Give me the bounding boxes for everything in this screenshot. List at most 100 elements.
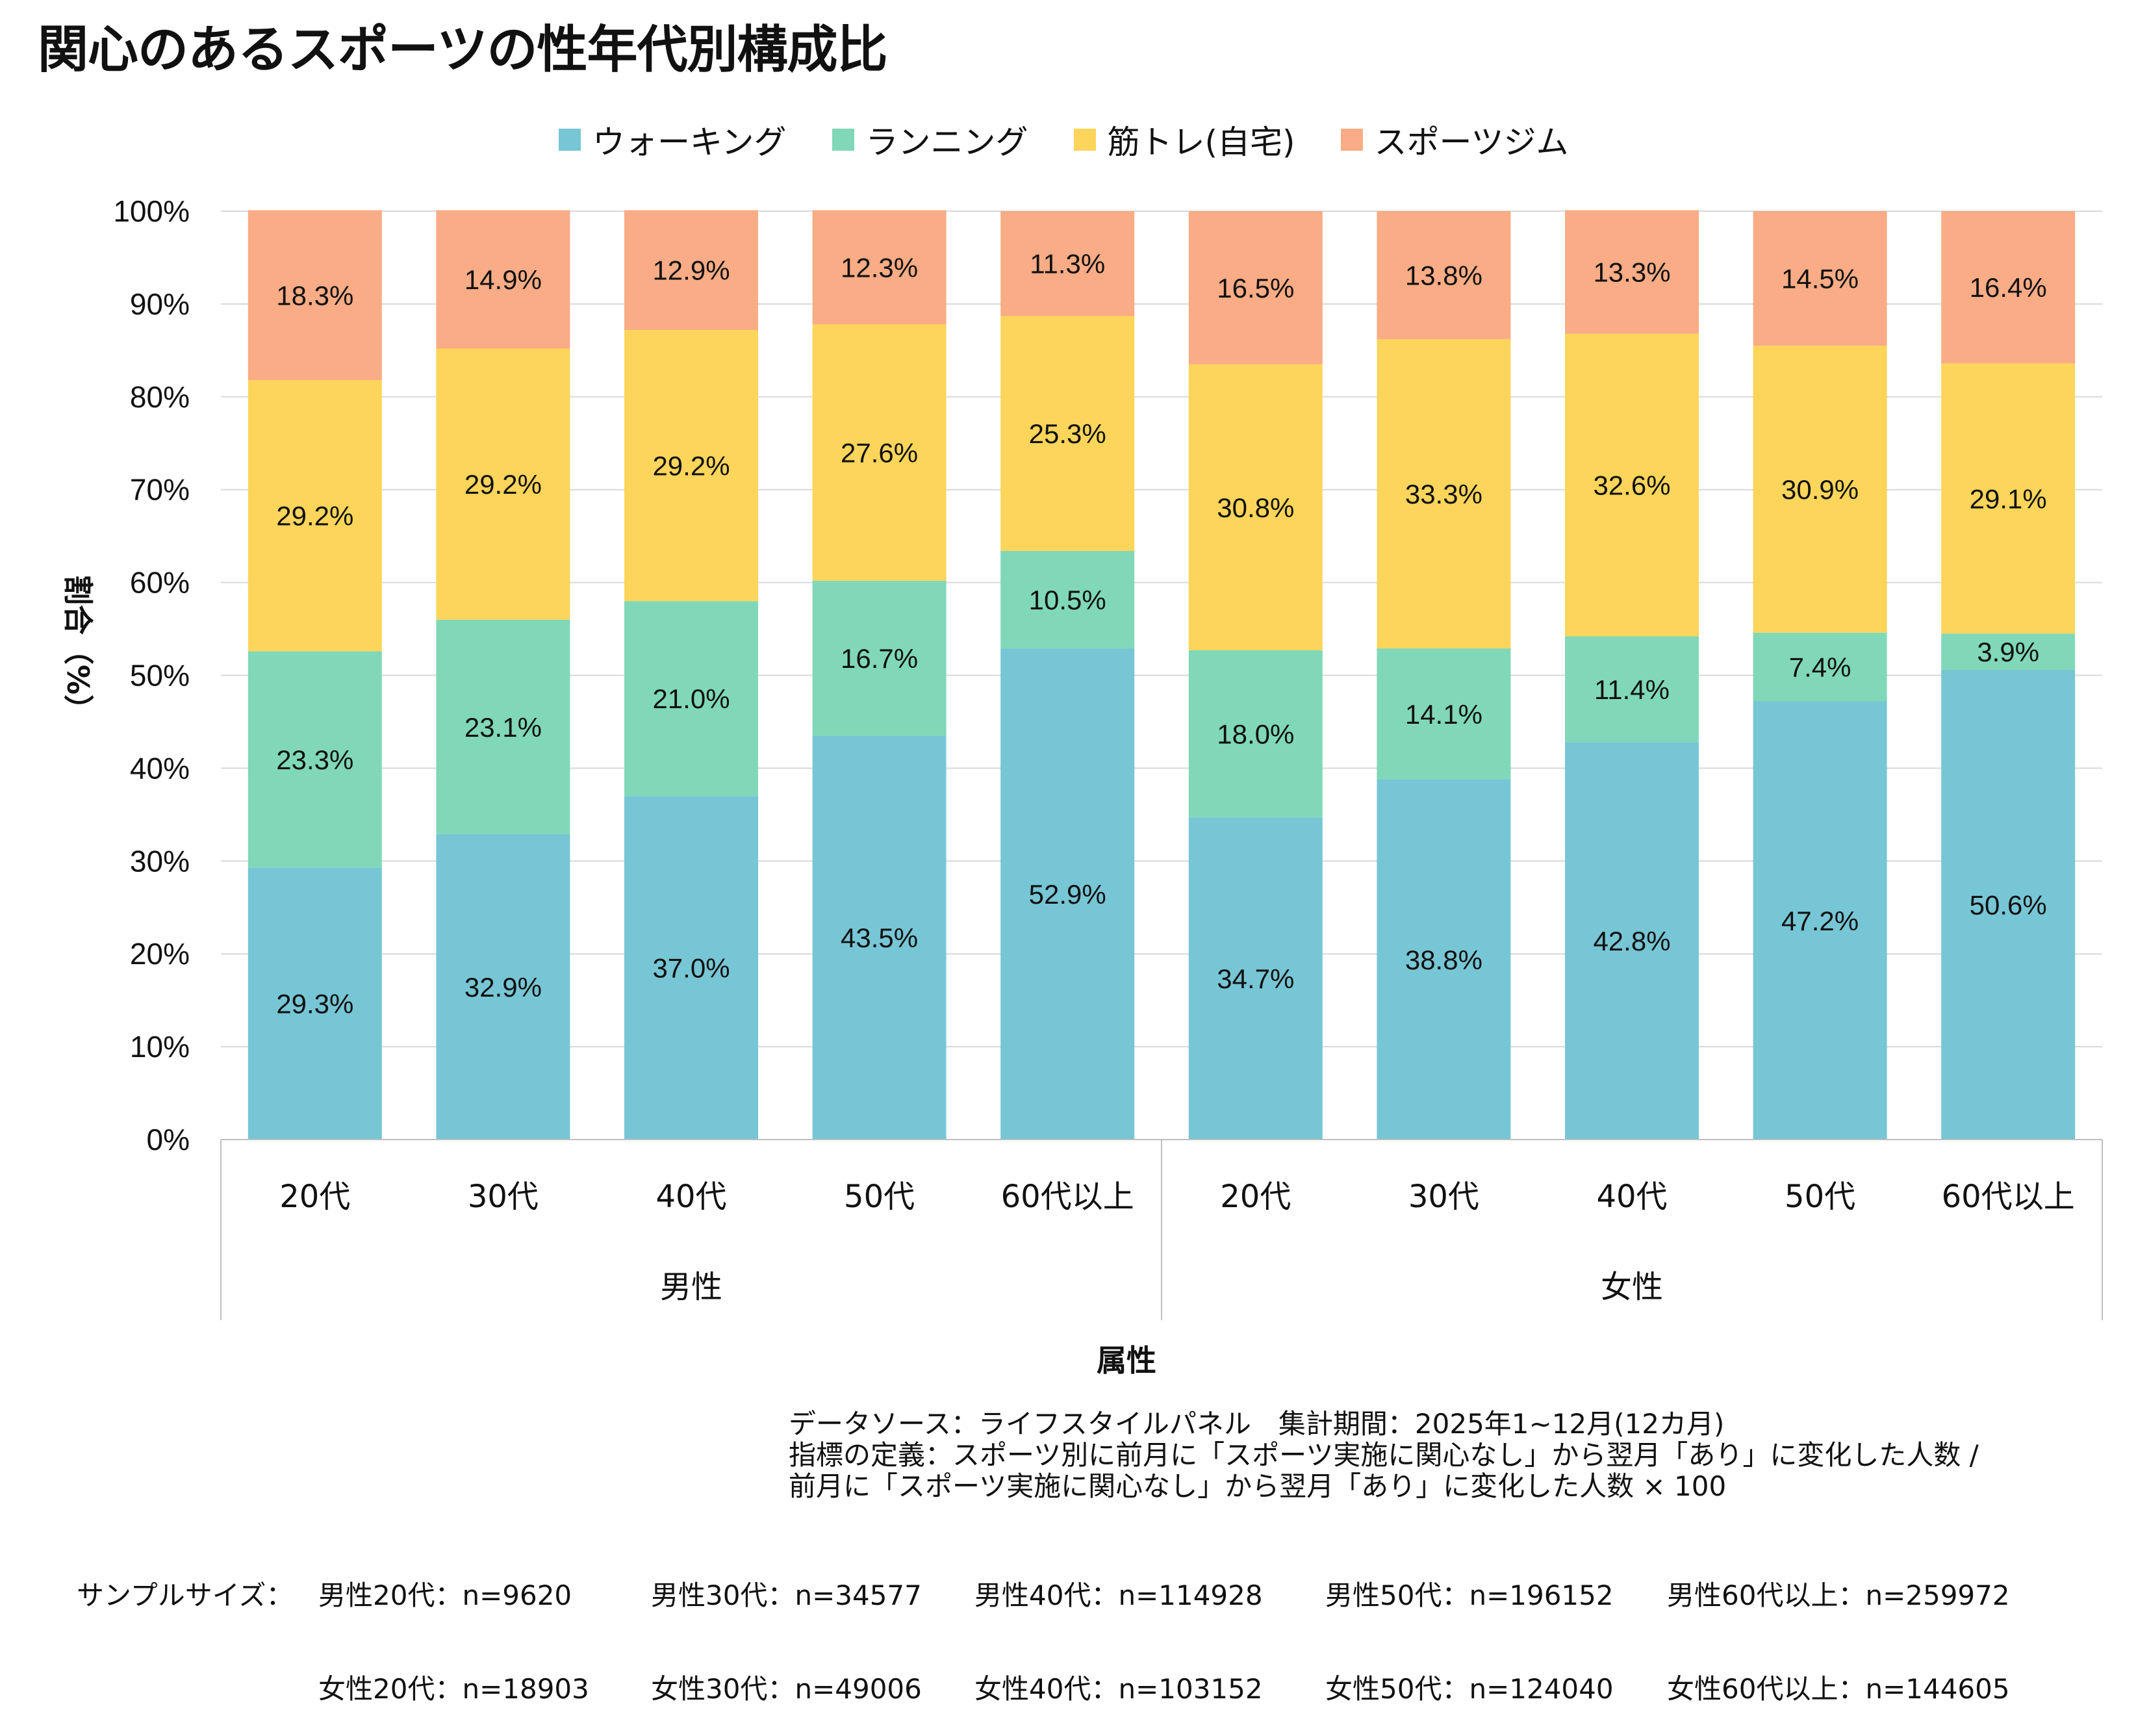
data-label: 23.3% <box>276 745 353 775</box>
data-label: 52.9% <box>1029 879 1106 910</box>
bar-segment <box>812 735 947 1140</box>
bar-segment <box>1188 211 1323 364</box>
bar-segment <box>436 210 570 349</box>
chart-title: 関心のあるスポーツの性年代別構成比 <box>38 21 887 79</box>
sample-female-50s: 女性50代：n=124040 <box>1325 1673 1614 1705</box>
bar-segment <box>1377 211 1511 340</box>
note-definition-2: 前月に「スポーツ実施に関心なし」から翌月「あり」に変化した人数 × 100 <box>789 1470 1727 1502</box>
sample-female-60s-plus: 女性60代以上：n=144605 <box>1667 1673 2010 1705</box>
data-label: 16.4% <box>1970 272 2047 303</box>
bar-segment <box>1941 363 2076 634</box>
data-label: 14.1% <box>1405 699 1482 730</box>
bar-segment <box>1000 211 1135 316</box>
bar-segment <box>1753 211 1887 346</box>
legend-item-running[interactable]: ランニング <box>832 116 1028 163</box>
data-label: 29.2% <box>464 469 542 500</box>
y-tick-label: 100% <box>113 194 190 228</box>
data-label: 12.9% <box>652 255 730 286</box>
sample-sizes: サンプルサイズ： 男性20代：n=9620 男性30代：n=34577 男性40… <box>77 1518 2010 1736</box>
bar-segment <box>1377 779 1511 1140</box>
data-label: 42.8% <box>1593 926 1670 956</box>
note-data-source: データソース：ライフスタイルパネル 集計期間：2025年1~12月(12カ月) <box>789 1408 1725 1440</box>
x-tick-label: 30代 <box>1408 1179 1479 1215</box>
sample-female-40s: 女性40代：n=103152 <box>974 1673 1263 1705</box>
bar-segment <box>812 580 947 736</box>
bar-segment <box>1941 669 2076 1140</box>
bar-segment <box>1377 339 1511 649</box>
x-tick-label: 40代 <box>1596 1179 1667 1215</box>
data-label: 11.3% <box>1030 249 1105 279</box>
bar-segment <box>1188 364 1323 650</box>
value-labels: 29.3% 23.3% 29.2% 18.3% 32.9% 23.1% 29.2% 14.9%… <box>276 249 2046 1019</box>
sample-female-20s: 女性20代：n=18903 <box>318 1673 589 1705</box>
bar-segment <box>1188 650 1323 818</box>
bar-segment <box>1565 742 1699 1140</box>
y-tick-label: 70% <box>130 473 190 507</box>
bar-segment <box>248 380 382 652</box>
x-tick-label: 20代 <box>1220 1179 1291 1215</box>
bar-segment <box>436 834 570 1140</box>
legend-label-running: ランニング <box>865 123 1028 161</box>
bar-segment <box>1000 316 1135 552</box>
legend-swatch-gym <box>1340 129 1363 151</box>
data-label: 37.0% <box>652 953 730 984</box>
legend-label-walking: ウォーキング <box>592 123 787 161</box>
x-axis-title: 属性 <box>1097 1343 1156 1378</box>
data-label: 50.6% <box>1970 889 2047 920</box>
bar-segment <box>248 210 382 381</box>
legend-swatch-running <box>832 129 854 151</box>
bar-segment <box>1000 648 1135 1140</box>
data-label: 13.8% <box>1405 261 1482 291</box>
data-label: 29.1% <box>1970 483 2047 514</box>
data-label: 47.2% <box>1781 906 1859 936</box>
legend-item-walking[interactable]: ウォーキング <box>559 116 787 163</box>
sample-male-40s: 男性40代：n=114928 <box>974 1579 1263 1611</box>
bar-segment <box>1377 648 1511 780</box>
bar-segment <box>436 348 570 620</box>
bar-segment <box>248 651 382 868</box>
bar-segment <box>1000 551 1135 649</box>
data-label: 16.5% <box>1217 273 1294 303</box>
bar-segment <box>1188 817 1323 1140</box>
bar-segment <box>1565 333 1699 637</box>
data-label: 14.9% <box>464 264 542 295</box>
bar-segment <box>1565 210 1699 334</box>
bar-segment <box>1753 701 1887 1140</box>
data-label: 23.1% <box>464 712 542 743</box>
y-axis-title: 割合（%） <box>60 575 95 724</box>
stacked-bar-chart: 29.3% 23.3% 29.2% 18.3% 32.9% 23.1% 29.2% 14.9%… <box>60 194 2103 1378</box>
x-tick-label: 40代 <box>655 1179 726 1215</box>
y-tick-label: 50% <box>130 659 190 693</box>
bar-segment <box>812 324 947 581</box>
x-tick-label: 20代 <box>279 1179 350 1215</box>
y-tick-label: 20% <box>130 937 190 971</box>
x-tick-label: 60代以上 <box>1001 1179 1134 1215</box>
data-label: 11.4% <box>1594 674 1670 705</box>
bar-segment <box>1941 633 2076 670</box>
sample-male-50s: 男性50代：n=196152 <box>1325 1579 1614 1611</box>
data-label: 12.3% <box>841 252 918 283</box>
data-label: 16.7% <box>841 643 918 674</box>
data-label: 27.6% <box>841 438 918 468</box>
y-tick-label: 60% <box>130 566 190 600</box>
data-label: 32.9% <box>464 972 542 1002</box>
legend: ウォーキング ランニング 筋トレ(自宅) スポーツジム <box>559 117 1569 162</box>
bar-segment <box>624 210 758 330</box>
legend-label-muscle-training: 筋トレ(自宅) <box>1107 123 1295 161</box>
data-label: 38.8% <box>1405 945 1482 975</box>
data-label: 29.2% <box>276 501 353 531</box>
sample-size-label: サンプルサイズ： <box>77 1579 294 1611</box>
legend-swatch-muscle-training <box>1073 129 1096 151</box>
data-label: 7.4% <box>1789 652 1851 683</box>
data-label: 33.3% <box>1405 479 1482 509</box>
x-tick-label: 60代以上 <box>1942 1179 2075 1215</box>
legend-item-gym[interactable]: スポーツジム <box>1340 116 1569 163</box>
y-tick-label: 90% <box>130 287 190 321</box>
data-label: 30.9% <box>1781 474 1859 505</box>
legend-item-muscle-training[interactable]: 筋トレ(自宅) <box>1073 116 1295 163</box>
x-group-label: 男性 <box>660 1269 722 1305</box>
bar-segment <box>1565 636 1699 743</box>
legend-label-gym: スポーツジム <box>1374 123 1569 161</box>
sample-male-20s: 男性20代：n=9620 <box>318 1579 572 1611</box>
bar-segment <box>624 329 758 602</box>
